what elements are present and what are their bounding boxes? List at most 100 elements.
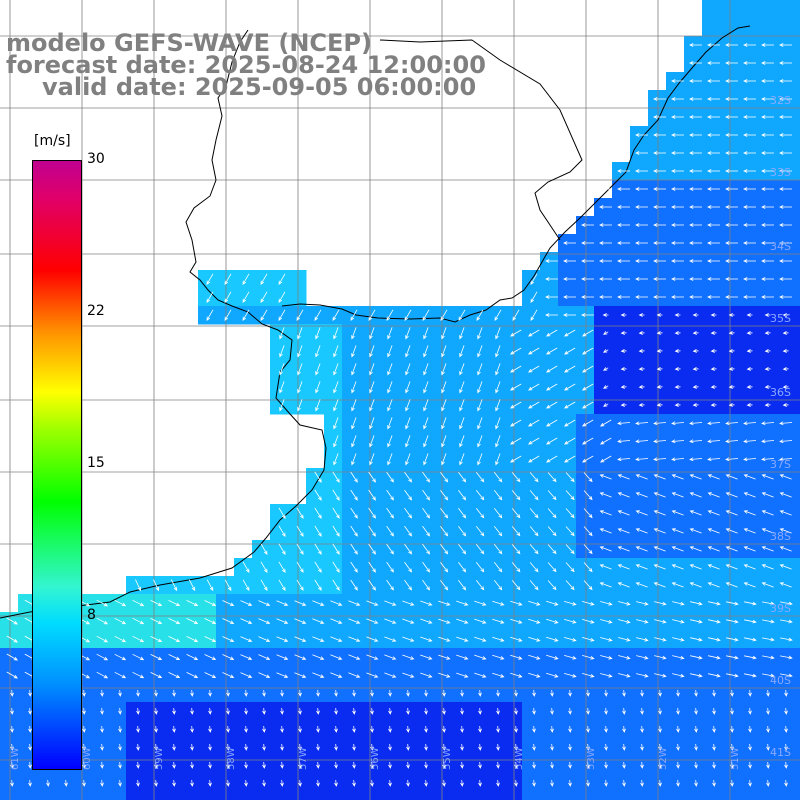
wind-arrow [653, 241, 666, 245]
wind-arrow [10, 761, 14, 769]
wind-arrow [370, 689, 374, 697]
wind-arrow [438, 600, 451, 606]
wind-arrow [314, 525, 322, 537]
field-cell [756, 684, 775, 703]
field-cell [756, 738, 775, 757]
wind-arrow [654, 655, 667, 660]
wind-arrow [168, 600, 181, 606]
field-cell [576, 324, 595, 343]
field-cell [234, 684, 253, 703]
wind-arrow [278, 543, 286, 555]
wind-arrow [563, 383, 576, 391]
wind-arrow [764, 313, 771, 317]
field-cell [414, 558, 433, 577]
field-cell [360, 738, 379, 757]
wind-arrow [746, 403, 753, 407]
wind-arrow [82, 743, 86, 751]
field-cell [792, 72, 800, 91]
wind-arrow [100, 743, 104, 751]
coastline [0, 25, 751, 619]
field-cell [324, 450, 343, 469]
field-cell [378, 324, 397, 343]
wind-arrow [635, 564, 648, 570]
wind-arrow [672, 637, 685, 642]
wind-arrow [405, 327, 411, 340]
wind-arrow [404, 543, 413, 555]
wind-arrow [82, 761, 86, 769]
field-cell [396, 360, 415, 379]
wind-arrow [707, 133, 720, 137]
field-cell [216, 576, 235, 595]
field-cell [576, 612, 595, 631]
wind-arrow [547, 508, 557, 519]
model-title: modelo GEFS-WAVE (NCEP) [6, 29, 372, 57]
wind-arrow [402, 654, 415, 660]
wind-arrow [653, 457, 667, 462]
wind-arrow [387, 345, 393, 358]
field-cell [72, 774, 91, 793]
wind-arrow [743, 79, 756, 83]
field-cell [594, 450, 613, 469]
field-cell [180, 756, 199, 775]
wind-arrow [352, 725, 356, 733]
wind-arrow [456, 600, 469, 606]
latitude-label: 38S [770, 530, 791, 543]
wind-arrow [743, 421, 757, 426]
wind-arrow [330, 636, 343, 642]
wind-arrow [581, 365, 594, 373]
wind-arrow [565, 562, 575, 573]
wind-arrow [728, 367, 735, 371]
field-cell [702, 522, 721, 541]
wind-arrow [761, 205, 774, 209]
field-cell [396, 702, 415, 721]
field-cell [252, 630, 271, 649]
wind-arrow [689, 528, 702, 534]
wind-arrow [779, 79, 792, 83]
wind-arrow [477, 435, 483, 448]
wind-arrow [495, 363, 501, 376]
wind-arrow [315, 399, 321, 412]
wind-arrow [262, 779, 266, 787]
field-cell [702, 0, 721, 19]
field-cell [504, 756, 523, 775]
field-cell [522, 594, 541, 613]
wind-arrow [386, 471, 394, 483]
field-cell [342, 432, 361, 451]
wind-arrow [635, 582, 648, 588]
wind-arrow [599, 205, 612, 209]
field-cell [576, 648, 595, 667]
field-cell [540, 648, 559, 667]
field-cell [234, 666, 253, 685]
field-cell [162, 720, 181, 739]
field-cell [144, 792, 163, 800]
wind-arrow [348, 654, 361, 660]
wind-arrow [599, 419, 612, 427]
field-cell [162, 738, 181, 757]
wind-arrow [617, 223, 630, 227]
wind-arrow [712, 761, 716, 769]
wind-arrow [748, 707, 752, 715]
wind-arrow [475, 562, 485, 573]
wind-arrow [707, 151, 720, 155]
field-cell [108, 648, 127, 667]
field-cell [522, 468, 541, 487]
field-cell [774, 630, 793, 649]
field-cell [522, 324, 541, 343]
field-cell [540, 360, 559, 379]
longitude-label: 56W [370, 747, 381, 770]
wind-arrow [563, 347, 576, 355]
field-cell [450, 522, 469, 541]
wind-arrow [226, 779, 230, 787]
field-cell [540, 792, 559, 800]
wind-arrow [689, 564, 702, 570]
field-cell [306, 342, 325, 361]
wind-arrow [674, 385, 681, 389]
field-cell [432, 486, 451, 505]
wind-arrow [676, 725, 680, 733]
field-cell [108, 792, 127, 800]
field-cell [630, 612, 649, 631]
wind-arrow [586, 779, 590, 787]
wind-arrow [420, 672, 433, 678]
wind-arrow [514, 761, 518, 769]
wind-arrow [527, 437, 540, 445]
